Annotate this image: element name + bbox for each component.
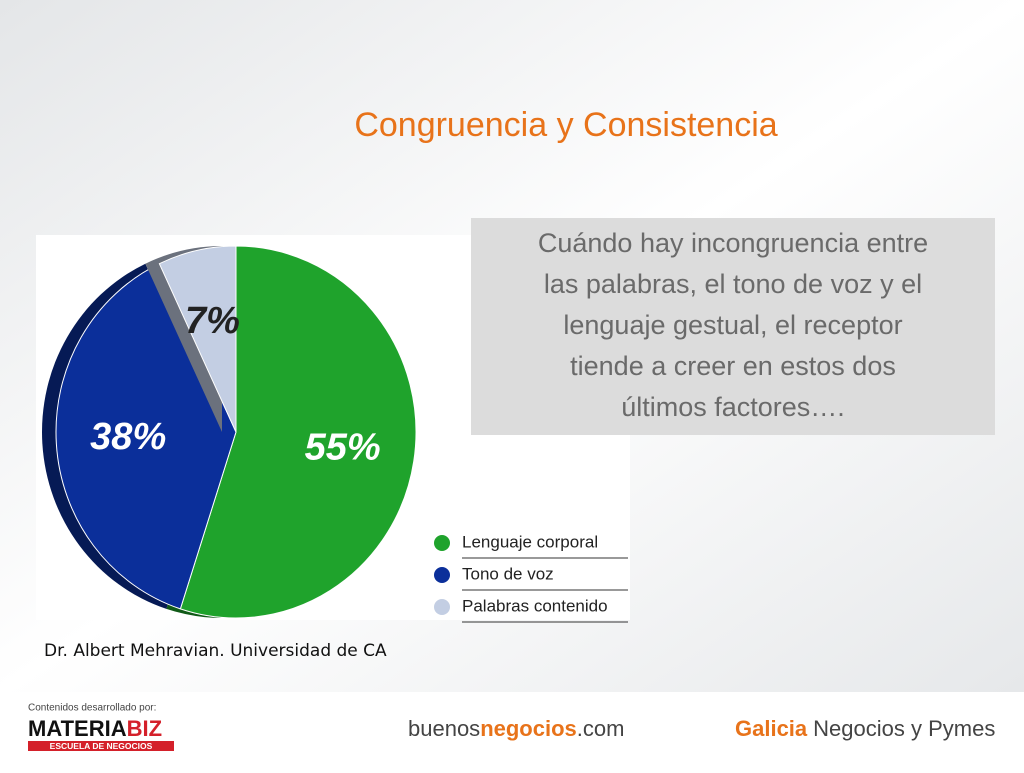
logo-a: MATERIA — [28, 716, 127, 741]
pie-slice — [179, 245, 417, 619]
data-label: 38% — [90, 416, 166, 458]
bank-b: Negocios y Pymes — [813, 716, 995, 741]
legend-label: Palabras contenido — [462, 596, 608, 615]
logo: MATERIABIZ — [28, 716, 162, 741]
site-b: negocios — [480, 716, 577, 741]
legend-label: Lenguaje corporal — [462, 532, 598, 551]
legend-swatch — [434, 567, 450, 583]
footer-bar — [0, 692, 1024, 768]
callout-line: últimos factores…. — [621, 392, 845, 422]
legend-label: Tono de voz — [462, 564, 554, 583]
bank: Galicia Negocios y Pymes — [735, 716, 995, 741]
site: buenosnegocios.com — [408, 716, 624, 741]
callout-line: Cuándo hay incongruencia entre — [538, 228, 928, 258]
callout-line: las palabras, el tono de voz y el — [544, 269, 922, 299]
callout-box — [471, 218, 995, 435]
chart-title: Congruencia y Consistencia — [354, 106, 777, 144]
bank-a: Galicia — [735, 716, 808, 741]
credit: Contenidos desarrollado por: — [28, 703, 156, 714]
site-c: .com — [577, 716, 625, 741]
logo-band — [28, 741, 174, 751]
callout-line: tiende a creer en estos dos — [570, 351, 896, 381]
legend-swatch — [434, 599, 450, 615]
source: Dr. Albert Mehravian. Universidad de CA — [44, 641, 387, 661]
pie: 55% 38% 7% — [42, 245, 417, 619]
callout-line: lenguaje gestual, el receptor — [563, 310, 902, 340]
data-label: 55% — [305, 426, 381, 468]
legend: Lenguaje corporal Tono de voz Palabras con… — [434, 532, 628, 623]
data-label: 7% — [185, 300, 240, 342]
pie-slice — [158, 245, 237, 433]
logo-sub: ESCUELA DE NEGOCIOS — [50, 741, 153, 751]
logo-b: BIZ — [127, 716, 162, 741]
site-a: buenos — [408, 716, 480, 741]
callout: Cuándo hay incongruencia entre las palabr… — [538, 228, 928, 422]
legend-swatch — [434, 535, 450, 551]
